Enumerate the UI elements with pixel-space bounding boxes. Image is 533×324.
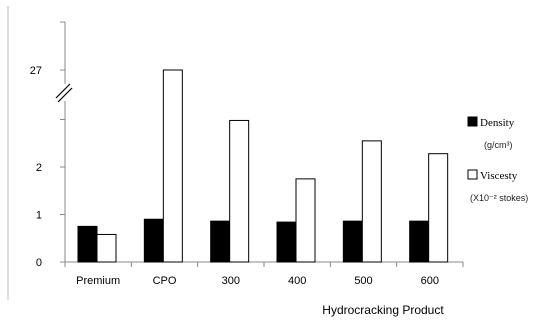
density-bar <box>210 220 231 263</box>
axis-break-mark-b <box>57 87 73 103</box>
x-category-label: 500 <box>354 275 372 287</box>
x-category-label: 400 <box>288 275 306 287</box>
x-axis-title: Hydrocracking Product <box>322 303 444 317</box>
bars <box>77 69 449 263</box>
legend-swatch <box>467 169 478 180</box>
viscosity-bar <box>295 178 316 263</box>
x-category-label: Premium <box>76 275 120 287</box>
legend: Density (g/cm³) Viscesty (X10⁻² stokes) <box>467 116 528 203</box>
viscosity-bar <box>428 153 449 263</box>
viscosity-bar <box>361 140 382 263</box>
axes <box>55 21 464 267</box>
legend-series-name: Viscesty <box>480 170 518 182</box>
x-category-labels: Premium CPO 300 400 500 600 <box>76 275 439 287</box>
x-category-label: CPO <box>153 275 177 287</box>
x-category-label: 600 <box>421 275 439 287</box>
y-tick-label: 27 <box>30 65 42 77</box>
legend-series-unit: (g/cm³) <box>484 140 513 150</box>
viscosity-bar <box>96 233 117 263</box>
y-tick-labels: 0 1 2 27 <box>30 65 42 269</box>
viscosity-bar <box>229 119 250 263</box>
legend-swatch <box>467 116 478 127</box>
y-tick-label: 1 <box>36 210 42 222</box>
viscosity-bar <box>162 69 183 263</box>
density-bar <box>342 220 363 263</box>
y-tick-label: 0 <box>36 257 42 269</box>
density-bar <box>77 225 98 263</box>
axis-break-mark-a <box>55 83 71 99</box>
x-category-label: 300 <box>222 275 240 287</box>
density-bar <box>276 221 297 263</box>
legend-series-name: Density <box>480 117 515 129</box>
density-bar <box>143 218 164 263</box>
legend-series-unit: (X10⁻² stokes) <box>470 193 528 203</box>
y-tick-label: 2 <box>36 162 42 174</box>
density-bar <box>409 220 430 263</box>
